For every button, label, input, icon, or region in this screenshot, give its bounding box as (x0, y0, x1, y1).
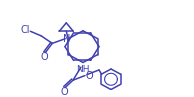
Text: NH: NH (76, 65, 90, 74)
Text: Cl: Cl (21, 25, 30, 35)
Text: O: O (60, 87, 68, 97)
Text: O: O (41, 52, 48, 62)
Text: O: O (85, 71, 93, 81)
Text: N: N (63, 34, 70, 44)
